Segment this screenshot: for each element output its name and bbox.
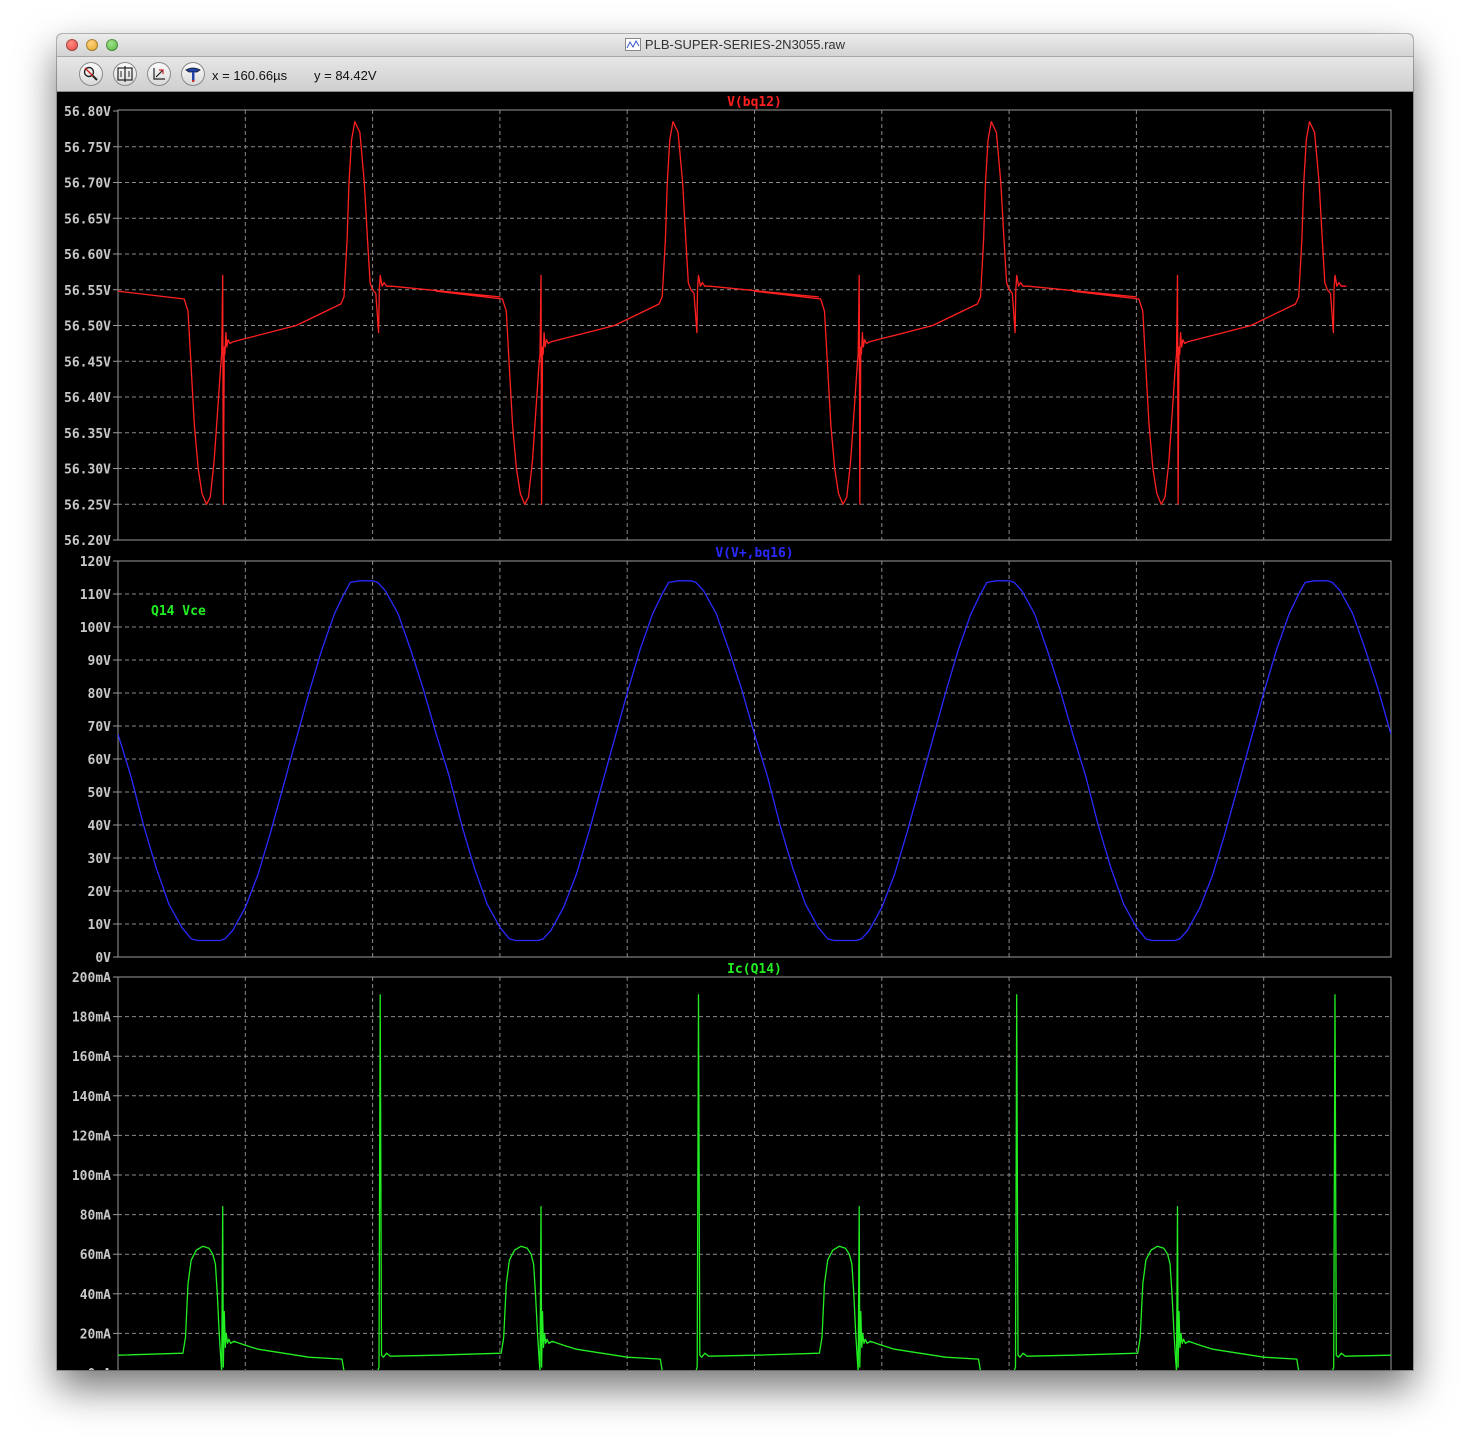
plot-frame bbox=[117, 976, 1392, 1370]
y-tick-label: 56.55V bbox=[64, 284, 111, 299]
minimize-window-button[interactable] bbox=[86, 39, 98, 51]
y-tick-label: 56.30V bbox=[64, 463, 111, 478]
y-tick-label: 120mA bbox=[72, 1129, 111, 1144]
y-tick-label: 20mA bbox=[80, 1327, 111, 1342]
y-tick-label: 56.50V bbox=[64, 320, 111, 335]
y-tick-label: 160mA bbox=[72, 1050, 111, 1065]
waveform-window: PLB-SUPER-SERIES-2N3055.raw bbox=[57, 34, 1413, 1370]
y-tick-label: 30V bbox=[88, 852, 112, 867]
trace-label: V(V+,bq16) bbox=[715, 546, 793, 561]
zoom-area-button[interactable] bbox=[79, 62, 103, 86]
chart-panel-2: 120V 110V 100V 90V 80V 70V 60V 50V 40V 30V 20V 10V 0… bbox=[80, 546, 1392, 966]
waveform-trace bbox=[118, 994, 1391, 1370]
waveform-file-icon bbox=[624, 38, 641, 51]
y-tick-label: 0mA bbox=[88, 1367, 112, 1370]
chart-panel-1: 56.80V 56.75V 56.70V 56.65V 56.60V 56.55V 56.5… bbox=[64, 95, 1392, 549]
y-tick-label: 56.75V bbox=[64, 141, 111, 156]
y-tick-label: 60mA bbox=[80, 1248, 111, 1263]
y-tick-label: 56.25V bbox=[64, 498, 111, 513]
close-window-button[interactable] bbox=[66, 39, 78, 51]
cursor-y-readout: y = 84.42V bbox=[314, 68, 377, 83]
y-tick-label: 100mA bbox=[72, 1169, 111, 1184]
window-title: PLB-SUPER-SERIES-2N3055.raw bbox=[644, 37, 846, 52]
y-tick-label: 56.65V bbox=[64, 212, 111, 227]
chart-panel-3: 200mA 180mA 160mA 140mA 120mA 100mA 80mA 60mA 40… bbox=[72, 962, 1392, 1370]
y-tick-label: 100V bbox=[80, 621, 111, 636]
waveform-trace bbox=[118, 121, 1347, 505]
zoom-window-button[interactable] bbox=[106, 39, 118, 51]
y-tick-label: 0V bbox=[95, 951, 111, 966]
y-tick-label: 180mA bbox=[72, 1011, 111, 1026]
y-tick-label: 120V bbox=[80, 555, 111, 570]
y-tick-label: 80mA bbox=[80, 1209, 111, 1224]
plot-frame bbox=[117, 109, 1392, 541]
y-tick-label: 56.60V bbox=[64, 248, 111, 263]
toolbar: x = 160.66µs y = 84.42V bbox=[57, 57, 1413, 92]
y-tick-label: 56.40V bbox=[64, 391, 111, 406]
probe-button[interactable] bbox=[181, 62, 205, 86]
y-tick-label: 40mA bbox=[80, 1288, 111, 1303]
plot-frame bbox=[117, 560, 1392, 958]
operating-point-annotation: Q14 Vce bbox=[151, 604, 206, 619]
y-tick-label: 20V bbox=[88, 885, 112, 900]
waveform-trace bbox=[118, 580, 1391, 942]
trace-label: V(bq12) bbox=[727, 95, 782, 110]
y-tick-label: 56.70V bbox=[64, 177, 111, 192]
title-bar[interactable]: PLB-SUPER-SERIES-2N3055.raw bbox=[57, 34, 1413, 57]
y-tick-label: 60V bbox=[88, 753, 112, 768]
trace-label: Ic(Q14) bbox=[727, 962, 782, 977]
back-icon bbox=[153, 68, 165, 80]
probe-icon bbox=[185, 67, 201, 83]
y-tick-label: 90V bbox=[88, 654, 112, 669]
y-tick-label: 56.45V bbox=[64, 355, 111, 370]
fit-icon bbox=[117, 66, 133, 82]
y-tick-label: 56.20V bbox=[64, 534, 111, 549]
y-tick-label: 40V bbox=[88, 819, 112, 834]
zoom-back-button[interactable] bbox=[147, 62, 171, 86]
y-tick-label: 56.35V bbox=[64, 427, 111, 442]
y-tick-label: 50V bbox=[88, 786, 112, 801]
y-tick-label: 140mA bbox=[72, 1090, 111, 1105]
zoom-to-fit-button[interactable] bbox=[113, 62, 137, 86]
y-tick-label: 70V bbox=[88, 720, 112, 735]
y-tick-label: 110V bbox=[80, 588, 111, 603]
zoom-icon bbox=[83, 66, 98, 81]
y-tick-label: 10V bbox=[88, 918, 112, 933]
waveform-plot-area[interactable]: 56.80V 56.75V 56.70V 56.65V 56.60V 56.55V 56.5… bbox=[57, 91, 1413, 1370]
y-tick-label: 80V bbox=[88, 687, 112, 702]
y-tick-label: 200mA bbox=[72, 971, 111, 986]
cursor-x-readout: x = 160.66µs bbox=[212, 68, 288, 83]
y-tick-label: 56.80V bbox=[64, 105, 111, 120]
